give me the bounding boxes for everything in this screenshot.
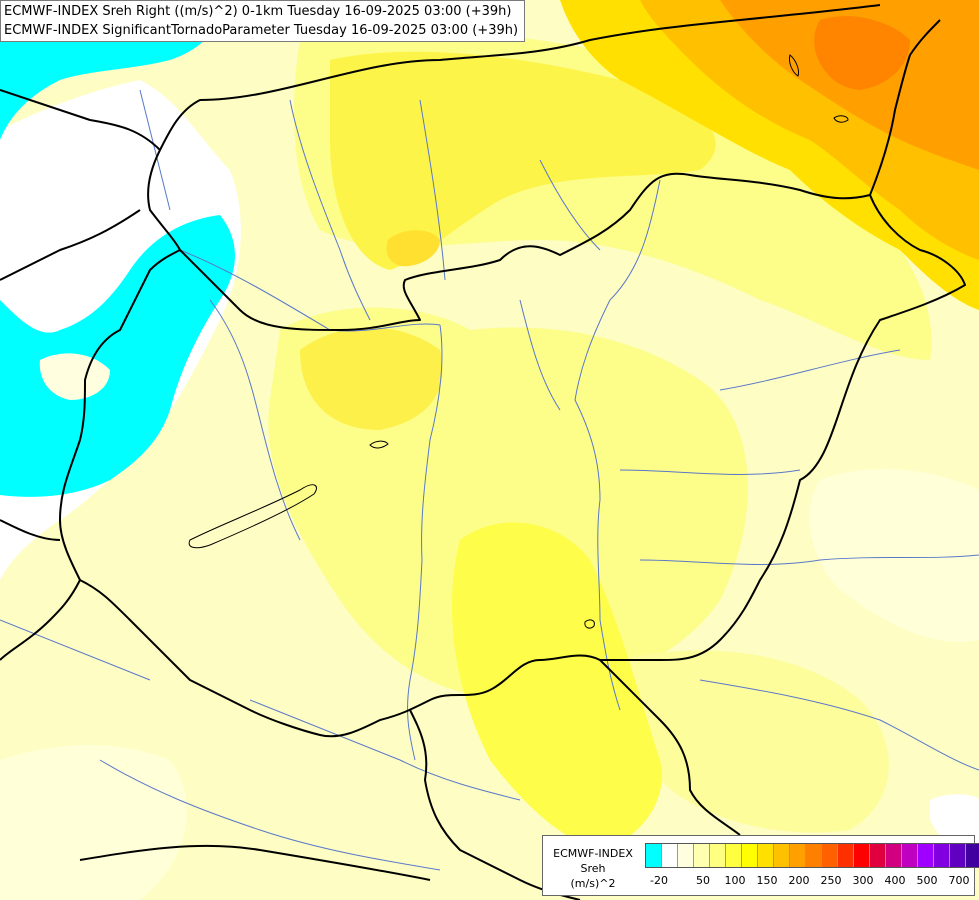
legend-unit: (m/s)^2: [570, 877, 616, 890]
river-danube-north: [179, 249, 441, 332]
river-drava: [249, 699, 521, 801]
field-gold-patch: [386, 230, 440, 267]
legend-swatch: [726, 844, 742, 867]
legend-swatch: [838, 844, 854, 867]
legend-swatches: [645, 843, 979, 868]
legend-tick-label: 100: [724, 874, 746, 887]
field-yellow-west-center: [300, 327, 443, 430]
field-yellow-south: [451, 522, 662, 850]
field-white-west-hole: [4, 262, 40, 299]
map-title-line2: ECMWF-INDEX SignificantTornadoParameter …: [4, 23, 519, 38]
legend-ticks: -20 50 100 150 200 250 300 400 500 700: [645, 874, 970, 890]
border-romania-serbia: [599, 659, 741, 836]
field-cyan-west: [0, 215, 235, 497]
legend-tick-label: 700: [948, 874, 970, 887]
border-czech: [0, 209, 141, 281]
border-hungary: [59, 172, 966, 738]
legend-swatch: [694, 844, 710, 867]
river-koros: [619, 469, 801, 475]
legend-swatch: [646, 844, 662, 867]
river-tisza: [574, 179, 661, 711]
field-light-yellow-southeast: [617, 650, 889, 833]
legend-title: ECMWF-INDEX Sreh (m/s)^2: [543, 846, 643, 891]
legend-swatch: [678, 844, 694, 867]
lake-balaton: [188, 484, 317, 549]
field-light-yellow-west: [39, 353, 110, 400]
legend-swatch: [742, 844, 758, 867]
legend-tick-label: 250: [820, 874, 842, 887]
river-somes: [719, 349, 901, 391]
legend-tick-label: 200: [788, 874, 810, 887]
legend-swatch: [710, 844, 726, 867]
lake-small-2: [584, 619, 595, 629]
border-serbia-croatia: [409, 709, 581, 900]
map-title-line1: ECMWF-INDEX Sreh Right ((m/s)^2) 0-1km T…: [4, 4, 512, 19]
legend-tick-label: 50: [696, 874, 710, 887]
legend-swatch: [870, 844, 886, 867]
lake-small-3: [833, 115, 849, 123]
rivers: [0, 89, 979, 871]
legend-swatch: [902, 844, 918, 867]
field-dark-orange-northeast: [814, 16, 910, 91]
border-bosnia: [79, 844, 431, 881]
legend-swatch: [806, 844, 822, 867]
river-raba: [209, 299, 301, 541]
color-legend: ECMWF-INDEX Sreh (m/s)^2 -20 50 100 150 200 2…: [542, 835, 979, 896]
legend-tick-label: 400: [884, 874, 906, 887]
map-title-box: ECMWF-INDEX Sreh Right ((m/s)^2) 0-1km T…: [0, 0, 525, 42]
legend-swatch: [950, 844, 966, 867]
river-hron: [419, 99, 446, 281]
legend-tick-label: 300: [852, 874, 874, 887]
river-danube-main: [407, 324, 443, 761]
river-zagyva: [519, 299, 561, 411]
legend-swatch: [662, 844, 678, 867]
river-sava: [99, 759, 441, 871]
river-sajo: [539, 159, 601, 251]
river-timis: [699, 679, 979, 771]
legend-swatch: [854, 844, 870, 867]
border-croatia-slovenia: [0, 579, 81, 661]
river-mures: [639, 554, 979, 565]
legend-tick-label: 500: [916, 874, 938, 887]
field-yellow-north: [330, 51, 716, 270]
lake-small-4: [789, 54, 799, 77]
river-mur: [0, 619, 151, 681]
border-slovakia-north: [159, 4, 881, 151]
legend-model: ECMWF-INDEX: [553, 847, 633, 860]
legend-swatch: [758, 844, 774, 867]
field-pale-southwest: [0, 745, 187, 900]
legend-swatch: [790, 844, 806, 867]
legend-tick-label: -20: [650, 874, 668, 887]
border-slovenia-austria: [0, 519, 61, 541]
border-slovakia-austria: [0, 89, 181, 251]
legend-swatch: [918, 844, 934, 867]
legend-swatch: [822, 844, 838, 867]
legend-swatch: [934, 844, 950, 867]
legend-swatch: [774, 844, 790, 867]
national-borders: [0, 4, 966, 900]
field-pale-east: [809, 469, 979, 642]
legend-swatch: [966, 844, 979, 867]
legend-tick-label: 150: [756, 874, 778, 887]
river-vah: [289, 99, 371, 321]
legend-variable: Sreh: [580, 862, 606, 875]
river-morava: [139, 89, 171, 211]
border-ukraine: [869, 19, 941, 196]
legend-swatch: [886, 844, 902, 867]
lake-small-1: [369, 440, 389, 449]
